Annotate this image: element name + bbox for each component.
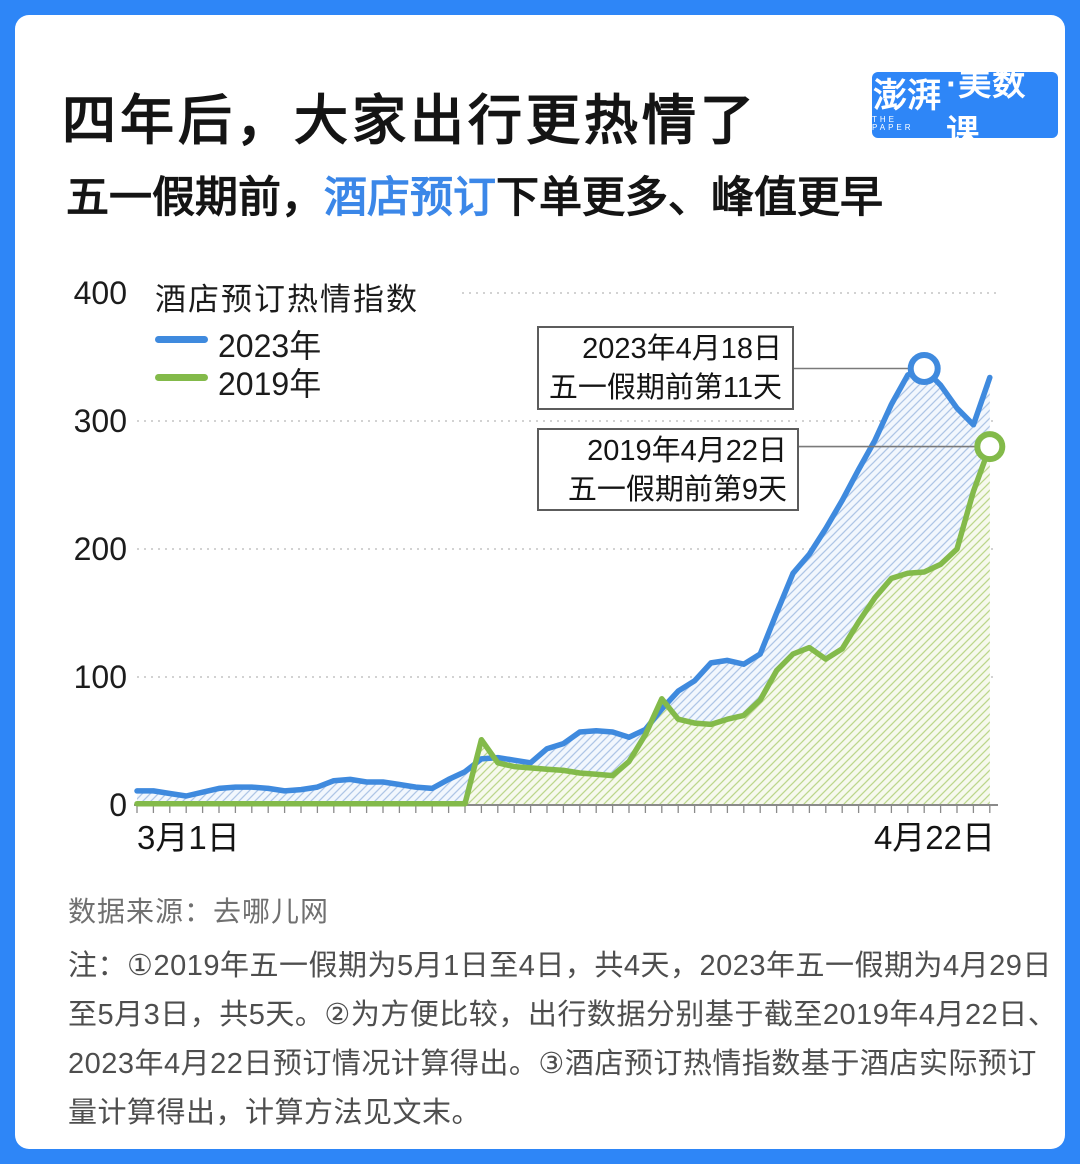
infographic-page: { "frame_color": "#2e86f7", "accent_colo…	[15, 15, 1065, 1149]
hotel-booking-index-chart	[134, 292, 1006, 813]
